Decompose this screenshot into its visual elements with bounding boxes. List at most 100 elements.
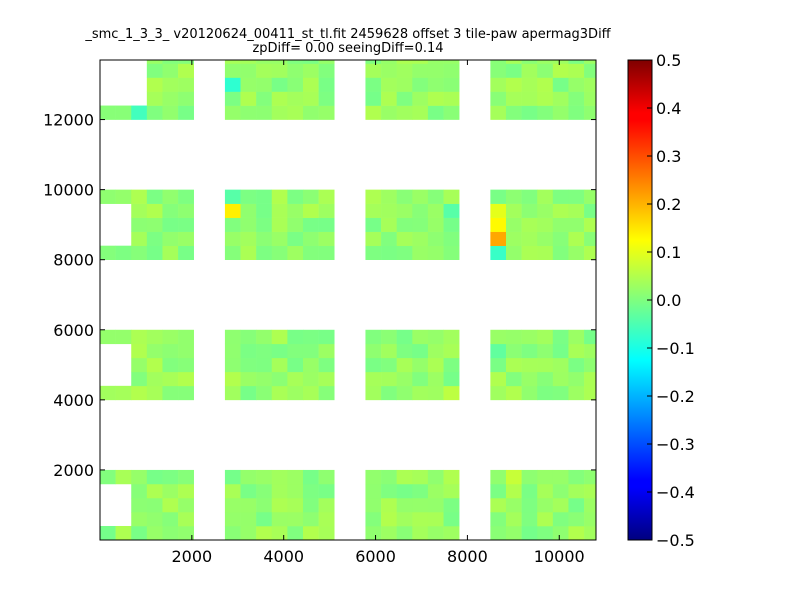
plot-frame [99,59,597,541]
heatmap-cell [365,91,382,106]
heatmap-cell [552,371,569,387]
heatmap-cell [412,329,429,345]
heatmap-cell [256,483,273,499]
colorbar-tick-label: −0.1 [656,339,695,358]
heatmap-cell [490,217,507,232]
heatmap-cell [256,245,273,260]
heatmap-cell [443,483,460,499]
heatmap-cell [412,77,429,92]
heatmap-cell [224,371,241,387]
heatmap-cell [537,357,554,373]
heatmap-cell [146,60,163,64]
heatmap-cell [178,203,194,218]
heatmap-cell [224,483,241,499]
heatmap-cell [256,189,273,204]
heatmap-cell [568,329,585,345]
heatmap-cell [568,385,585,401]
heatmap-cell [318,231,335,246]
heatmap-cell [568,91,585,106]
heatmap-cell [521,385,538,401]
heatmap-cell [146,63,163,78]
heatmap-cell [505,63,522,78]
heatmap-cell [396,329,413,345]
heatmap-cell [100,189,116,204]
heatmap-cell [584,203,597,218]
heatmap-cell [521,343,538,359]
heatmap-cell [146,203,163,218]
heatmap-cell [537,217,554,232]
heatmap-cell [584,231,597,246]
heatmap-cell [396,63,413,78]
heatmap-cell [584,329,597,345]
heatmap-cell [240,385,257,401]
heatmap-cell [443,329,460,345]
heatmap-cell [427,63,444,78]
heatmap-cell [240,60,257,64]
heatmap-cell [568,63,585,78]
heatmap-cell [256,231,273,246]
heatmap-cell [146,371,163,387]
heatmap-cell [568,497,585,513]
heatmap-cells [100,60,597,541]
heatmap-cell [490,60,507,64]
heatmap-cell [240,91,257,106]
colorbar-tick-label: 0.3 [656,147,681,166]
heatmap-cell [146,525,163,541]
heatmap-cell [427,105,444,120]
heatmap-cell [365,385,382,401]
heatmap-cell [287,60,304,64]
heatmap-cell [568,343,585,359]
heatmap-cell [256,203,273,218]
heatmap-cell [552,63,569,78]
heatmap-cell [287,63,304,78]
heatmap-cell [584,105,597,120]
heatmap-cell [396,525,413,541]
heatmap-cell [318,189,335,204]
heatmap-cell [365,189,382,204]
heatmap-cell [412,343,429,359]
heatmap-cell [552,469,569,485]
heatmap-cell [552,497,569,513]
heatmap-cell [427,245,444,260]
heatmap-cell [318,91,335,106]
heatmap-cell [584,525,597,541]
heatmap-cell [490,385,507,401]
heatmap-cell [162,63,179,78]
heatmap-cell [521,231,538,246]
heatmap-cell [224,385,241,401]
heatmap-cell [162,469,179,485]
heatmap-cell [318,217,335,232]
heatmap-cell [427,343,444,359]
heatmap-cell [412,91,429,106]
heatmap-cell [552,357,569,373]
heatmap-cell [365,511,382,527]
heatmap-cell [271,497,288,513]
heatmap-cell [162,203,179,218]
heatmap-cell [302,343,319,359]
heatmap-cell [318,203,335,218]
heatmap-cell [256,343,273,359]
heatmap-cell [505,91,522,106]
heatmap-cell [318,60,335,64]
heatmap-cell [318,385,335,401]
heatmap-cell [131,497,148,513]
heatmap-cell [584,189,597,204]
heatmap-cell [521,469,538,485]
colorbar-tick-label: 0.2 [656,195,681,214]
heatmap-cell [552,189,569,204]
heatmap-cell [521,483,538,499]
heatmap-cell [505,217,522,232]
chart-title-line-1: _smc_1_3_3_ v20120624_00411_st_tl.fit 24… [84,27,611,42]
heatmap-cell [443,343,460,359]
heatmap-cell [256,63,273,78]
heatmap-cell [365,63,382,78]
heatmap-cell [178,245,194,260]
heatmap-cell [318,105,335,120]
heatmap-cell [521,245,538,260]
heatmap-cell [521,189,538,204]
heatmap-cell [318,343,335,359]
heatmap-cell [427,483,444,499]
colorbar-tick-label: 0.0 [656,291,681,310]
heatmap-cell [287,329,304,345]
heatmap-cell [256,77,273,92]
